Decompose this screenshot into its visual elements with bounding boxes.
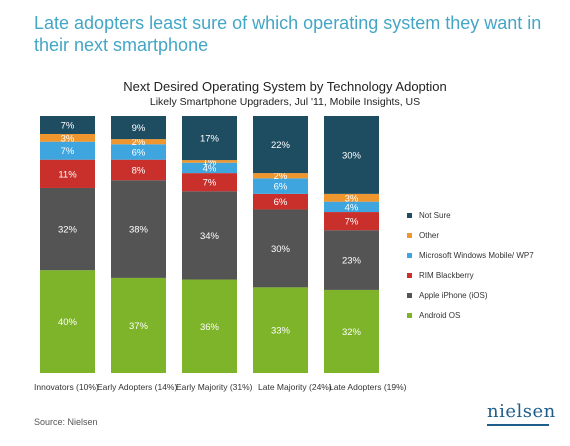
bar-segment [111, 159, 166, 181]
data-label: 1% [203, 157, 217, 168]
legend-swatch [407, 293, 412, 298]
data-label: 30% [342, 150, 362, 161]
data-label: 6% [274, 197, 288, 208]
legend-label: Apple iPhone (iOS) [419, 291, 488, 300]
data-label: 4% [203, 163, 217, 174]
logo-wordmark: nielsen [487, 401, 556, 422]
bar-segment [253, 178, 308, 194]
headline: Late adopters least sure of which operat… [34, 13, 542, 55]
bar-segment [182, 160, 237, 163]
bar-segment [324, 230, 379, 290]
bar-segment [324, 289, 379, 373]
data-label: 2% [132, 137, 146, 148]
data-label: 34% [200, 231, 220, 242]
bar-segment [111, 116, 166, 140]
legend-swatch [407, 213, 412, 218]
bar-segment [182, 162, 237, 174]
bar-segment [253, 287, 308, 373]
data-label: 11% [58, 169, 77, 180]
data-label: 30% [271, 244, 291, 255]
legend-swatch [407, 313, 412, 318]
data-label: 40% [58, 317, 78, 328]
data-label: 3% [345, 193, 359, 204]
bar-segment [253, 209, 308, 288]
data-label: 7% [61, 120, 75, 131]
source-note: Source: Nielsen [34, 417, 98, 427]
bar-segment [253, 193, 308, 210]
x-tick-label: Innovators (10%) [34, 382, 99, 392]
x-tick-label: Early Adopters (14%) [97, 382, 177, 392]
bar-segment [324, 212, 379, 231]
data-label: 37% [129, 321, 149, 332]
legend-swatch [407, 233, 412, 238]
bar-segment [40, 133, 95, 142]
data-label: 4% [345, 202, 359, 213]
bar-segment [182, 279, 237, 373]
bar-segment [253, 173, 308, 179]
data-label: 32% [342, 327, 362, 338]
legend-label: Not Sure [419, 211, 451, 220]
legend-swatch [407, 273, 412, 278]
data-label: 3% [61, 133, 75, 144]
bar-segment [182, 116, 237, 161]
bar-segment [111, 139, 166, 145]
data-label: 7% [203, 178, 217, 189]
legend-label: RIM Blackberry [419, 271, 474, 280]
data-label: 36% [200, 322, 220, 333]
chart-subtitle: Likely Smartphone Upgraders, Jul '11, Mo… [149, 96, 421, 108]
bar-segment [182, 191, 237, 280]
data-label: 23% [342, 256, 362, 267]
bar-segment [324, 193, 379, 202]
bar-segment [182, 173, 237, 192]
data-label: 9% [132, 123, 146, 134]
data-label: 33% [271, 326, 291, 337]
legend-label: Android OS [419, 311, 460, 320]
x-tick-label: Late Adopters (19%) [329, 382, 407, 392]
data-label: 38% [129, 225, 149, 236]
data-label: 7% [345, 217, 359, 228]
data-label: 17% [200, 134, 220, 145]
x-tick-label: Late Majority (24%) [258, 382, 332, 392]
logo-underline [487, 424, 549, 426]
nielsen-logo: nielsen [487, 402, 557, 436]
data-label: 6% [274, 182, 288, 193]
bar-segment [324, 201, 379, 213]
bar-segment [40, 116, 95, 134]
chart-title: Next Desired Operating System by Technol… [123, 79, 447, 94]
bar-segment [253, 116, 308, 174]
bar-segment [111, 277, 166, 373]
bar-segment [40, 141, 95, 160]
data-label: 2% [274, 171, 288, 182]
x-tick-label: Early Majority (31%) [176, 382, 253, 392]
legend-label: Other [419, 231, 439, 240]
bar-segment [40, 270, 95, 373]
data-label: 8% [132, 165, 146, 176]
bar-segment [40, 159, 95, 188]
bar-segment [111, 180, 166, 278]
data-label: 7% [61, 146, 75, 157]
data-label: 6% [132, 147, 146, 158]
data-label: 32% [58, 225, 78, 236]
legend-swatch [407, 253, 412, 258]
legend-label: Microsoft Windows Mobile/ WP7 [419, 251, 534, 260]
bar-segment [40, 187, 95, 271]
bar-segment [324, 116, 379, 194]
data-label: 22% [271, 140, 291, 151]
bar-segment [111, 144, 166, 160]
